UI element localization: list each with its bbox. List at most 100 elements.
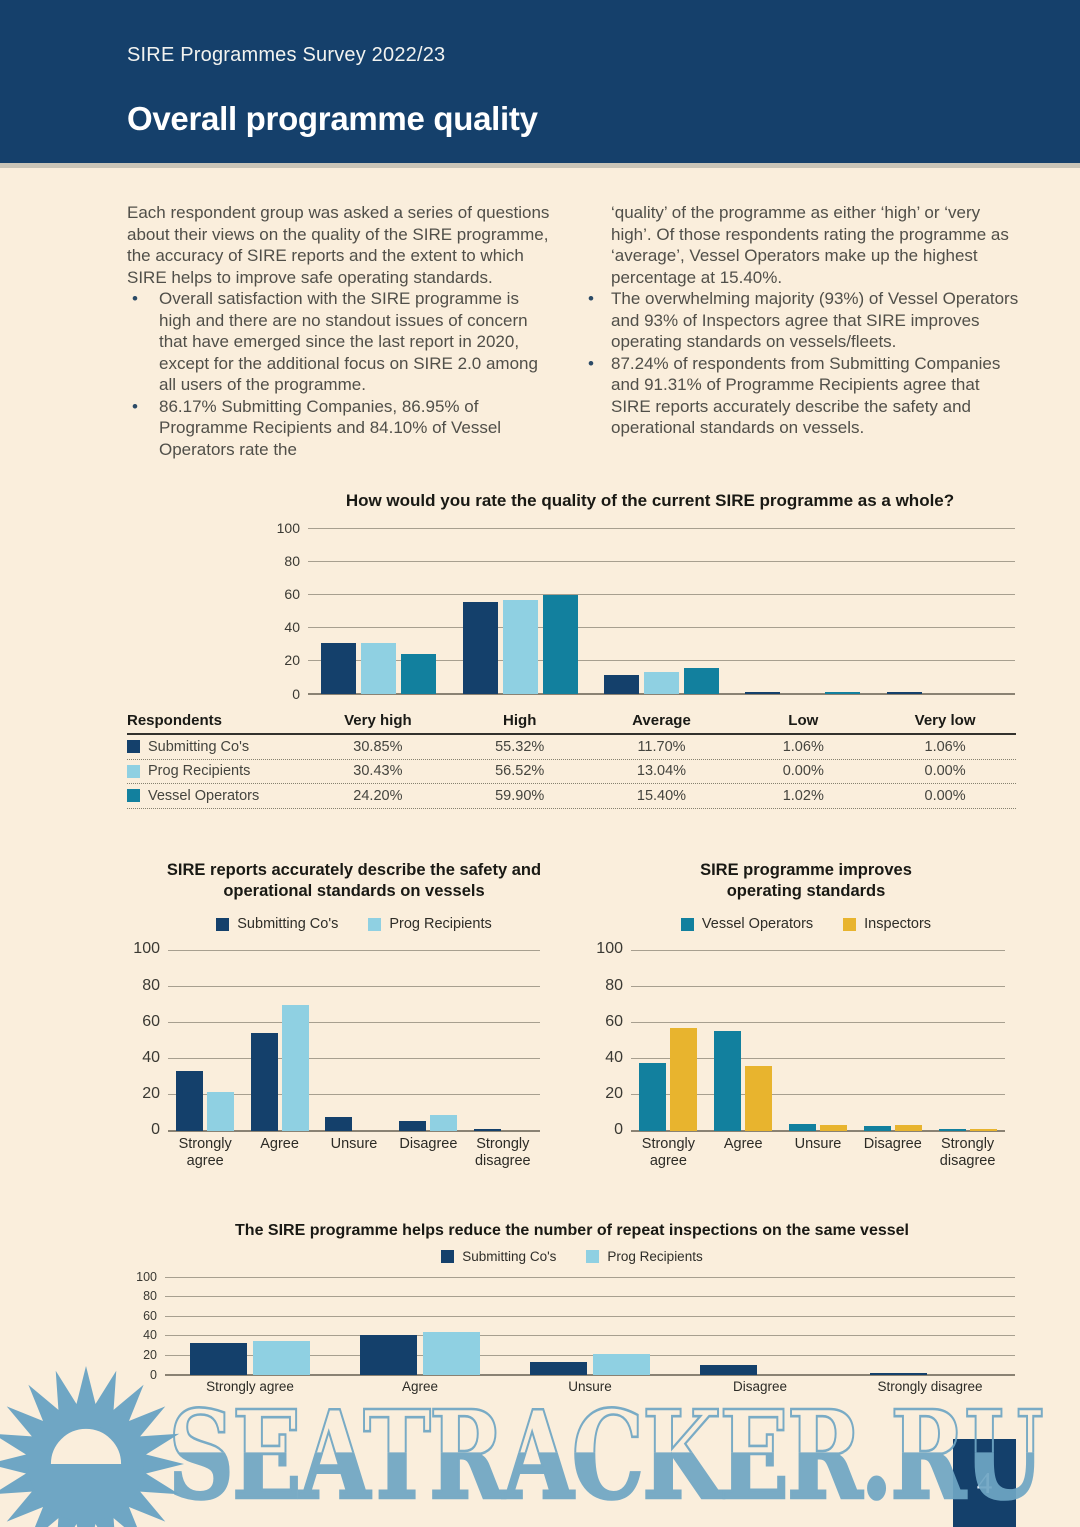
legend-label: Prog Recipients (389, 916, 492, 932)
bar-quality-2-1 (361, 643, 397, 694)
bullet-list-left: • Overall satisfaction with the SIRE prog… (127, 288, 551, 460)
bar-accuracy-2-1 (207, 1091, 235, 1131)
table-value-cell: 13.04% (636, 763, 687, 780)
x-category-label: Unsure (568, 1379, 612, 1394)
section-title: Overall programme quality (127, 100, 538, 137)
bar-repeat-2-2 (423, 1332, 480, 1375)
bar-improves-1-3 (789, 1123, 816, 1131)
table-label-cell: Prog Recipients (127, 763, 307, 779)
legend-item: Submitting Co's (441, 1249, 556, 1264)
page-header: SIRE Programmes Survey 2022/23 Overall p… (0, 0, 1080, 163)
y-tick-label: 0 (292, 685, 300, 702)
y-tick-label: 20 (142, 1085, 160, 1103)
y-tick-label: 20 (605, 1085, 623, 1103)
x-category-label: Disagree (732, 1379, 788, 1394)
series-swatch (127, 740, 140, 754)
intro-paragraph: Each respondent group was asked a series… (127, 203, 550, 287)
bar-repeat-2-3 (593, 1353, 650, 1375)
legend-item: Prog Recipients (586, 1249, 703, 1264)
table-value-cell: 30.43% (353, 763, 403, 780)
y-tick-label: 0 (614, 1121, 623, 1139)
y-tick-label: 60 (284, 586, 300, 602)
y-tick-label: 80 (142, 976, 160, 994)
legend-item: Submitting Co's (216, 916, 338, 932)
chart-title: SIRE reports accurately describe the saf… (0, 860, 774, 902)
chart-title: SIRE programme improves operating standar… (386, 860, 1080, 902)
bar-quality-1-3 (604, 674, 639, 694)
bullet-text: Overall satisfaction with the SIRE progr… (159, 289, 538, 394)
bar-repeat-1-3 (530, 1362, 587, 1375)
bar-repeat-1-5 (870, 1373, 927, 1375)
bar-accuracy-1-4 (399, 1121, 427, 1131)
series-label: Prog Recipients (148, 763, 251, 780)
gridline (165, 1354, 1015, 1356)
bar-improves-1-1 (639, 1063, 667, 1131)
bullet-list-right: • The overwhelming majority (93%) of Vess… (588, 288, 1020, 439)
legend-item: Prog Recipients (368, 916, 492, 932)
y-tick-label: 0 (150, 1367, 157, 1382)
chart-legend: Submitting Co's Prog Recipients (222, 1249, 922, 1264)
gridline (631, 1094, 1005, 1096)
page-number: 4 (953, 1439, 1016, 1527)
x-category-label: Strongly agree (178, 1136, 232, 1170)
bar-quality-3-2 (542, 594, 578, 694)
gridline (308, 627, 1015, 629)
bar-improves-2-3 (820, 1124, 847, 1131)
gridline (165, 1296, 1015, 1298)
chart-title-line: SIRE reports accurately describe the saf… (166, 861, 542, 879)
x-category-label: Disagree (399, 1136, 458, 1152)
y-tick-label: 100 (276, 519, 300, 536)
y-tick-label: 100 (596, 940, 623, 958)
bar-quality-3-1 (401, 653, 437, 694)
bullet-marker: • (588, 289, 594, 308)
y-tick-label: 80 (605, 976, 623, 994)
legend-label: Prog Recipients (607, 1249, 703, 1264)
bullet-marker: • (588, 353, 594, 373)
legend-swatch (680, 917, 694, 931)
gridline (165, 1315, 1015, 1317)
table-value-cell: 59.90% (495, 787, 545, 804)
bar-repeat-1-1 (190, 1342, 247, 1375)
bullet-text: 87.24% of respondents from Submitting Co… (611, 353, 1001, 438)
y-tick-label: 60 (605, 1012, 623, 1030)
table-value-cell: 30.85% (353, 738, 403, 755)
table-header-cell: Low (788, 711, 819, 729)
table-value-cell: 0.00% (924, 787, 966, 804)
series-swatch (127, 789, 140, 803)
gridline (308, 660, 1015, 662)
x-category-label: Unsure (794, 1136, 842, 1152)
gridline (165, 1335, 1015, 1337)
bar-quality-2-2 (502, 600, 538, 694)
bar-improves-2-2 (745, 1065, 773, 1131)
watermark-text: SEATRACKER.RU SEATRACKER.RU (168, 1383, 1045, 1527)
x-category-label: Disagree (863, 1136, 922, 1152)
bullet-item: • Overall satisfaction with the SIRE prog… (127, 288, 551, 396)
bar-accuracy-1-3 (325, 1117, 352, 1131)
bar-improves-2-5 (969, 1129, 997, 1131)
legend-label: Vessel Operators (701, 916, 814, 932)
table-value-cell: 1.06% (924, 738, 966, 755)
bar-improves-2-1 (670, 1027, 698, 1131)
bullet-marker: • (132, 396, 138, 416)
x-category-label: Agree (401, 1379, 439, 1394)
x-category-label: Agree (723, 1136, 763, 1152)
report-title: SIRE Programmes Survey 2022/23 (127, 44, 446, 66)
legend-label: Submitting Co's (237, 916, 339, 932)
table-row: Vessel Operators 24.20% 59.90% 15.40% 1.02% 0… (127, 784, 1016, 809)
y-tick-label: 60 (143, 1308, 157, 1323)
gridline (165, 1276, 1015, 1278)
x-category-label: Strongly disagree (877, 1379, 983, 1394)
bar-improves-1-4 (863, 1125, 891, 1131)
bar-quality-1-4 (745, 692, 781, 694)
legend-label: Submitting Co's (462, 1249, 557, 1264)
gridline (168, 1058, 540, 1060)
legend-label: Inspectors (864, 916, 932, 932)
y-tick-label: 40 (284, 619, 300, 636)
chart-title: The SIRE programme helps reduce the numb… (152, 1220, 992, 1241)
bar-accuracy-2-4 (430, 1115, 458, 1131)
series-swatch (127, 764, 140, 778)
table-value-cell: 24.20% (353, 787, 403, 804)
table-header-cell: Respondents (127, 711, 223, 729)
chart-title-line: operational standards on vessels (223, 882, 485, 900)
